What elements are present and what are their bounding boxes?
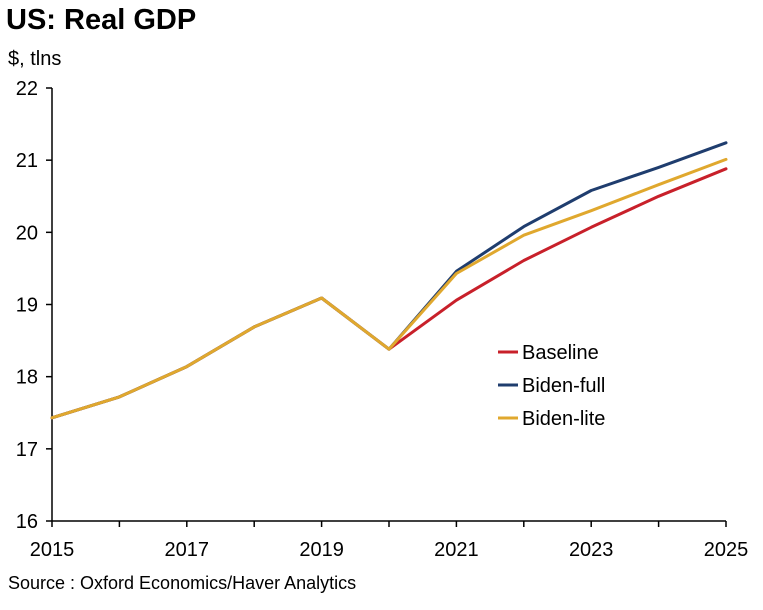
legend-label-biden-full: Biden-full bbox=[522, 375, 605, 397]
source-note: Source : Oxford Economics/Haver Analytic… bbox=[8, 573, 357, 593]
legend: Baseline Biden-full Biden-lite bbox=[498, 342, 605, 430]
x-tick-label: 2023 bbox=[569, 539, 614, 561]
series-line-biden-full bbox=[50, 141, 728, 420]
y-tick-label: 22 bbox=[16, 78, 38, 100]
series-lines bbox=[50, 141, 728, 420]
legend-label-baseline: Baseline bbox=[522, 342, 599, 364]
legend-label-biden-lite: Biden-lite bbox=[522, 408, 605, 430]
y-axis-unit-label: $, tlns bbox=[8, 48, 62, 70]
chart-axes bbox=[46, 87, 727, 527]
y-tick-label: 19 bbox=[16, 295, 38, 317]
chart-title: US: Real GDP bbox=[6, 4, 197, 36]
y-tick-label: 21 bbox=[16, 150, 38, 172]
series-line-biden-lite bbox=[50, 157, 728, 420]
y-tick-label: 20 bbox=[16, 222, 38, 244]
x-tick-label: 2019 bbox=[299, 539, 344, 561]
y-tick-label: 18 bbox=[16, 367, 38, 389]
x-tick-label: 2021 bbox=[434, 539, 479, 561]
y-tick-label: 17 bbox=[16, 439, 38, 461]
x-tick-label: 2015 bbox=[30, 539, 75, 561]
x-tick-label: 2017 bbox=[165, 539, 210, 561]
x-tick-label: 2025 bbox=[704, 539, 749, 561]
y-tick-label: 16 bbox=[16, 511, 38, 533]
